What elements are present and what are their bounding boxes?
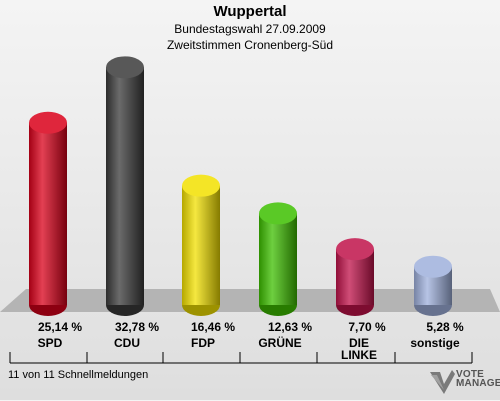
vote-manager-icon — [430, 370, 455, 394]
bar-die-linke — [336, 238, 374, 316]
bar-spd — [29, 111, 67, 316]
value-label: 7,70 % — [348, 320, 386, 334]
category-label: DIE LINKE — [341, 336, 377, 362]
chart-subtitle-2: Zweitstimmen Cronenberg-Süd — [166, 38, 334, 52]
vote-manager-wordmark: VOTE MANAGER — [456, 369, 500, 389]
value-label: 12,63 % — [267, 320, 313, 334]
category-label: FDP — [191, 336, 215, 350]
category-label: GRÜNE — [258, 336, 302, 350]
value-label: 5,28 % — [426, 320, 464, 334]
category-label: CDU — [114, 336, 140, 350]
footer-text: 11 von 11 Schnellmeldungen — [8, 369, 149, 381]
bar-fdp — [182, 174, 220, 316]
vote-manager-logo: VOTE MANAGER — [428, 366, 500, 396]
value-label: 25,14 % — [37, 320, 83, 334]
bar-cdu — [106, 56, 144, 316]
chart-subtitle: Bundestagswahl 27.09.2009 — [174, 22, 326, 36]
category-label: sonstige — [410, 336, 460, 350]
bar-sonstige — [414, 255, 452, 316]
category-label: SPD — [37, 336, 63, 350]
bar-grüne — [259, 202, 297, 316]
chart-title: Wuppertal — [213, 3, 287, 20]
value-label: 32,78 % — [114, 320, 160, 334]
value-label: 16,46 % — [190, 320, 236, 334]
